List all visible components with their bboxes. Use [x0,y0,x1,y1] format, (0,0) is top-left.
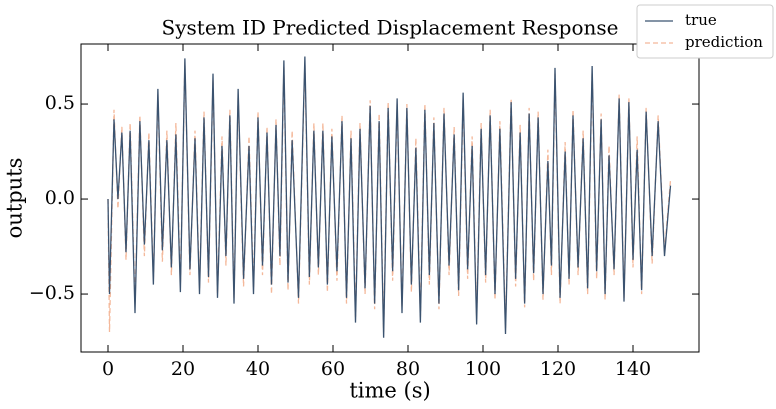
x-tick-label: 80 [396,358,420,380]
y-tick-label: 0.5 [45,92,75,114]
plot-frame [80,43,700,353]
plot-area [107,56,672,338]
x-tick-label: 100 [465,358,501,380]
x-tick-label: 0 [102,358,114,380]
series-line [107,56,672,338]
legend-label: prediction [685,33,763,51]
x-axis-label: time (s) [349,379,430,403]
y-tick-label: 0.0 [45,187,75,209]
x-tick-label: 60 [321,358,345,380]
x-tick-label: 120 [540,358,576,380]
chart-title: System ID Predicted Displacement Respons… [162,16,619,40]
x-tick-label: 140 [615,358,651,380]
x-tick-label: 20 [171,358,195,380]
y-tick-label: −0.5 [29,282,75,304]
y-axis-label: outputs [3,158,27,239]
legend-label: true [685,11,717,29]
x-tick-label: 40 [246,358,270,380]
legend-box [636,4,774,59]
